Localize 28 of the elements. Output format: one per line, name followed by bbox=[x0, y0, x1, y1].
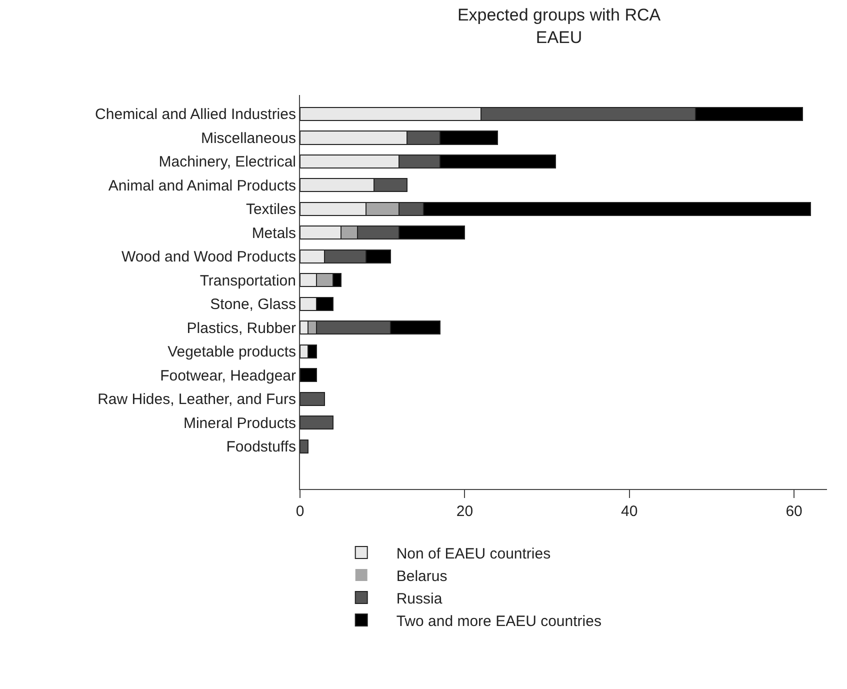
y-tick-label: Foodstuffs bbox=[226, 438, 296, 456]
bar bbox=[300, 392, 326, 406]
legend-label: Two and more EAEU countries bbox=[396, 612, 602, 630]
x-tick-label: 20 bbox=[456, 503, 474, 520]
legend-label: Russia bbox=[396, 590, 443, 608]
y-tick-label: Miscellaneous bbox=[200, 130, 296, 147]
x-tick-label: 60 bbox=[786, 503, 802, 520]
y-tick-label: Stone, Glass bbox=[210, 296, 296, 314]
y-tick-label: Animal and Animal Products bbox=[108, 177, 296, 194]
y-tick-label: Wood and Wood Products bbox=[121, 248, 296, 266]
x-tick-label: 0 bbox=[296, 503, 304, 520]
bar bbox=[300, 439, 309, 454]
y-tick-label: Vegetable products bbox=[168, 344, 296, 361]
legend-label: Non of EAEU countries bbox=[396, 545, 551, 562]
chart-title: Expected groups with RCA EAEU bbox=[457, 6, 662, 47]
y-tick-label: Plastics, Rubber bbox=[186, 320, 296, 337]
y-tick-label: Chemical and Allied Industries bbox=[95, 106, 296, 124]
y-tick-label: Transportation bbox=[200, 272, 296, 290]
x-tick-label: 40 bbox=[621, 503, 638, 520]
bar bbox=[300, 416, 334, 430]
y-tick-label: Machinery, Electrical bbox=[158, 154, 296, 171]
y-tick-label: Textiles bbox=[246, 201, 296, 218]
legend-label: Belarus bbox=[396, 568, 448, 585]
bar bbox=[300, 368, 317, 382]
y-tick-label: Mineral Products bbox=[183, 414, 296, 432]
y-tick-label: Metals bbox=[252, 224, 296, 242]
y-tick-label: Footwear, Headgear bbox=[160, 367, 296, 384]
y-tick-label: Raw Hides, Leather, and Furs bbox=[98, 391, 296, 408]
